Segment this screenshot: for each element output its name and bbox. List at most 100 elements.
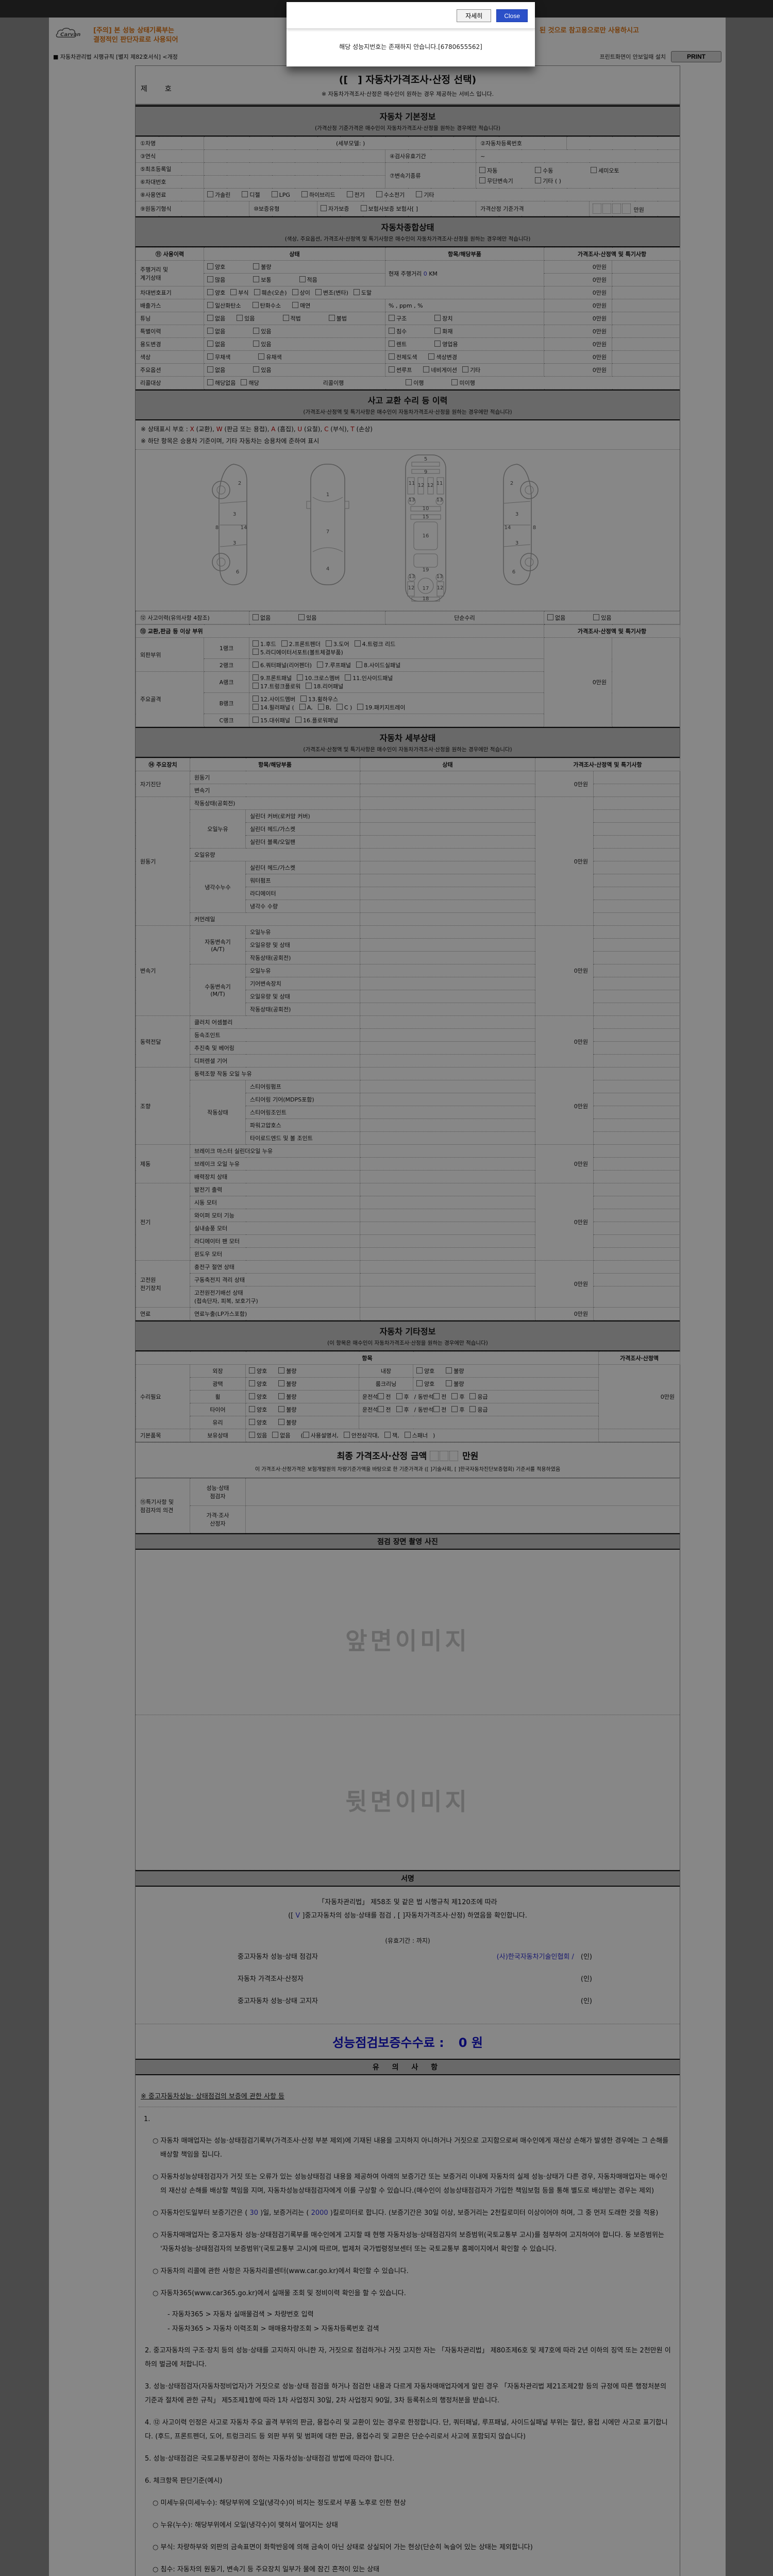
checkbox[interactable] (547, 614, 553, 620)
checkbox[interactable] (434, 315, 441, 321)
checkbox[interactable] (254, 289, 260, 295)
checkbox[interactable] (207, 315, 213, 321)
checkbox[interactable] (357, 704, 364, 710)
checkbox[interactable] (406, 379, 412, 385)
digit-box[interactable] (612, 204, 621, 214)
checkbox[interactable] (433, 1393, 440, 1399)
checkbox[interactable] (249, 1393, 255, 1399)
checkbox[interactable] (207, 289, 213, 295)
checkbox[interactable] (207, 379, 213, 385)
checkbox[interactable] (423, 366, 430, 372)
checkbox[interactable] (378, 1393, 384, 1399)
checkbox[interactable] (253, 683, 259, 689)
checkbox[interactable] (591, 166, 597, 173)
checkbox[interactable] (396, 1393, 402, 1399)
checkbox[interactable] (389, 366, 395, 372)
checkbox[interactable] (535, 166, 542, 173)
digit-box[interactable] (449, 1451, 459, 1461)
checkbox[interactable] (416, 1380, 423, 1386)
checkbox[interactable] (479, 177, 486, 183)
checkbox[interactable] (479, 166, 486, 173)
checkbox[interactable] (416, 1367, 423, 1374)
digit-box[interactable] (430, 1451, 439, 1461)
checkbox[interactable] (451, 1406, 458, 1412)
checkbox[interactable] (396, 1406, 402, 1412)
checkbox[interactable] (253, 366, 260, 372)
checkbox[interactable] (389, 353, 395, 360)
checkbox[interactable] (241, 379, 247, 385)
checkbox[interactable] (253, 328, 260, 334)
checkbox[interactable] (249, 1367, 255, 1374)
checkbox[interactable] (325, 640, 332, 647)
checkbox[interactable] (378, 1406, 384, 1412)
checkbox[interactable] (207, 276, 213, 282)
checkbox[interactable] (346, 191, 353, 197)
close-button[interactable]: Close (496, 9, 528, 22)
checkbox[interactable] (278, 1367, 285, 1374)
checkbox[interactable] (295, 717, 301, 723)
checkbox[interactable] (593, 614, 600, 620)
checkbox[interactable] (253, 263, 260, 269)
checkbox[interactable] (242, 191, 248, 197)
checkbox[interactable] (535, 177, 542, 183)
checkbox[interactable] (207, 191, 214, 197)
checkbox[interactable] (416, 191, 423, 197)
digit-box[interactable] (602, 204, 612, 214)
checkbox[interactable] (469, 1393, 476, 1399)
checkbox[interactable] (462, 366, 468, 372)
checkbox[interactable] (469, 1406, 476, 1412)
checkbox[interactable] (446, 1367, 452, 1374)
checkbox[interactable] (272, 1432, 279, 1438)
checkbox[interactable] (315, 289, 322, 295)
checkbox[interactable] (389, 341, 395, 347)
checkbox[interactable] (300, 696, 307, 702)
checkbox[interactable] (253, 674, 259, 681)
checkbox[interactable] (389, 315, 395, 321)
checkbox[interactable] (321, 205, 327, 211)
checkbox[interactable] (303, 1432, 309, 1438)
checkbox[interactable] (428, 353, 435, 360)
print-help-link[interactable]: 프린트화면이 안보일때 설치 (599, 54, 666, 60)
checkbox[interactable] (278, 1406, 285, 1412)
checkbox[interactable] (384, 1432, 391, 1438)
checkbox[interactable] (207, 328, 213, 334)
checkbox[interactable] (253, 717, 259, 723)
checkbox[interactable] (249, 1419, 255, 1425)
checkbox[interactable] (376, 191, 382, 197)
detail-button[interactable]: 자세히 (457, 9, 492, 22)
checkbox[interactable] (328, 315, 335, 321)
checkbox[interactable] (336, 704, 343, 710)
checkbox[interactable] (207, 341, 213, 347)
checkbox[interactable] (345, 674, 351, 681)
checkbox[interactable] (249, 1380, 255, 1386)
checkbox[interactable] (253, 649, 259, 655)
checkbox[interactable] (356, 662, 363, 668)
checkbox[interactable] (249, 1432, 255, 1438)
checkbox[interactable] (299, 276, 306, 282)
checkbox[interactable] (207, 263, 213, 269)
checkbox[interactable] (434, 328, 441, 334)
checkbox[interactable] (354, 640, 361, 647)
checkbox[interactable] (271, 191, 278, 197)
checkbox[interactable] (253, 614, 259, 620)
checkbox[interactable] (317, 662, 324, 668)
checkbox[interactable] (253, 276, 260, 282)
digit-box[interactable] (593, 204, 602, 214)
checkbox[interactable] (433, 1406, 440, 1412)
checkbox[interactable] (253, 704, 259, 710)
checkbox[interactable] (249, 1406, 255, 1412)
checkbox[interactable] (360, 205, 367, 211)
checkbox[interactable] (353, 289, 360, 295)
print-button[interactable]: PRINT (671, 51, 721, 62)
checkbox[interactable] (446, 1380, 452, 1386)
checkbox[interactable] (253, 696, 259, 702)
checkbox[interactable] (434, 341, 441, 347)
checkbox[interactable] (237, 315, 243, 321)
checkbox[interactable] (451, 1393, 458, 1399)
checkbox[interactable] (253, 640, 259, 647)
checkbox[interactable] (230, 289, 237, 295)
checkbox[interactable] (207, 302, 213, 308)
checkbox[interactable] (292, 289, 298, 295)
checkbox[interactable] (253, 341, 260, 347)
checkbox[interactable] (278, 1393, 285, 1399)
